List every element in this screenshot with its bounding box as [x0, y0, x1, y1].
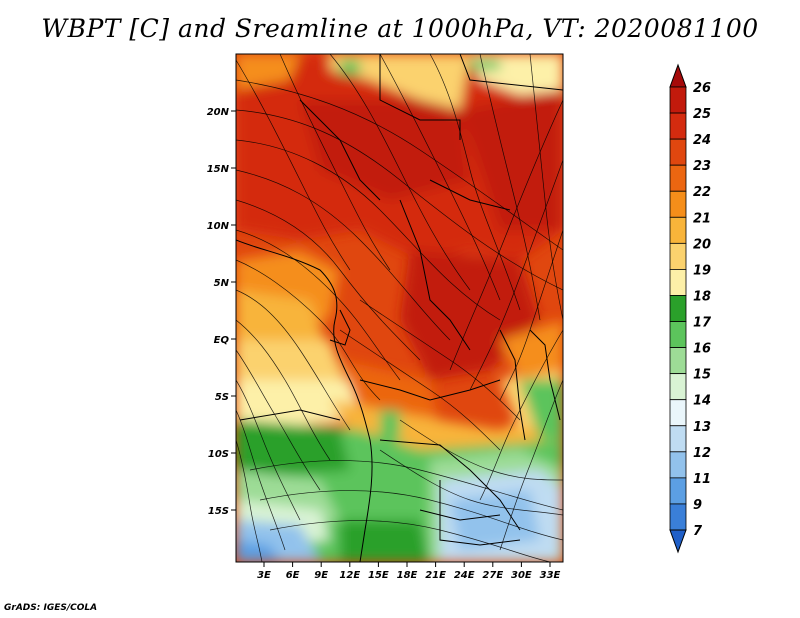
lat-label: 10N: [207, 221, 230, 232]
colorbar-segment: [669, 347, 687, 375]
colorbar-segment: [669, 451, 687, 479]
map-frame: [235, 53, 564, 563]
colorbar-segment: [669, 503, 687, 531]
country-borders: [236, 54, 563, 562]
colorbar-level-label: 12: [693, 446, 711, 461]
latitude-axis: 20N 15N 10N 5N EQ 5S 10S 15S: [207, 107, 236, 517]
colorbar-segment: [669, 138, 687, 166]
colorbar-segment: [669, 373, 687, 401]
lon-label: 6E: [286, 570, 300, 581]
colorbar-level-label: 7: [693, 524, 703, 539]
colorbar-segment: [669, 269, 687, 296]
lon-label: 9E: [314, 570, 328, 581]
colorbar-level-label: 22: [693, 185, 711, 200]
longitude-axis: 3E 6E 9E 12E 15E 18E 21E 24E 27E 30E 33E: [257, 562, 561, 581]
lon-label: 33E: [540, 570, 561, 581]
colorbar-level-label: 9: [693, 498, 702, 513]
streamlines: [236, 54, 563, 562]
colorbar-segment: [669, 216, 687, 244]
colorbar-level-label: 20: [693, 237, 711, 252]
lat-label: 5N: [214, 278, 230, 289]
colorbar-level-label: 15: [693, 368, 711, 383]
colorbar: 26 25 24 23 22 21 20 19 18 17 16 15 14 13 12 11 9 7: [669, 63, 712, 554]
colorbar-level-label: 16: [693, 342, 711, 357]
lat-label: 20N: [207, 107, 230, 118]
lon-label: 3E: [257, 570, 271, 581]
lon-label: 30E: [511, 570, 532, 581]
colorbar-segment: [669, 295, 687, 322]
colorbar-level-label: 17: [693, 316, 712, 331]
colorbar-level-label: 25: [693, 107, 711, 122]
lon-label: 24E: [454, 570, 475, 581]
colorbar-segment: [669, 242, 687, 270]
colorbar-level-label: 19: [693, 263, 711, 278]
lat-label: 15N: [207, 164, 230, 175]
lon-label: 21E: [425, 570, 446, 581]
lon-label: 18E: [397, 570, 418, 581]
colorbar-segment: [669, 112, 687, 140]
colorbar-level-label: 13: [693, 420, 711, 435]
lon-label: 15E: [368, 570, 389, 581]
colorbar-bottom-arrow: [669, 529, 687, 554]
grads-credit: GrADS: IGES/COLA: [4, 603, 98, 613]
map-title: WBPT [C] and Sreamline at 1000hPa, VT: 2…: [41, 14, 759, 43]
lat-label: 10S: [208, 449, 229, 460]
colorbar-segment: [669, 86, 687, 114]
lat-label: 15S: [208, 506, 229, 517]
lon-label: 27E: [482, 570, 503, 581]
colorbar-top-arrow: [669, 63, 687, 88]
colorbar-level-label: 21: [693, 211, 711, 226]
colorbar-level-label: 18: [693, 289, 711, 304]
lon-label: 12E: [339, 570, 360, 581]
lat-label: EQ: [214, 335, 230, 346]
colorbar-segment: [669, 190, 687, 218]
wbpt-field: [236, 54, 563, 562]
colorbar-segment: [669, 477, 687, 505]
colorbar-segment: [669, 425, 687, 453]
colorbar-level-label: 26: [693, 81, 711, 96]
colorbar-segment: [669, 399, 687, 427]
lat-label: 5S: [215, 392, 229, 403]
colorbar-level-label: 14: [693, 394, 711, 409]
colorbar-segment: [669, 164, 687, 192]
colorbar-level-label: 23: [693, 159, 711, 174]
colorbar-level-label: 24: [693, 133, 711, 148]
colorbar-segment: [669, 321, 687, 348]
colorbar-level-label: 11: [693, 472, 711, 487]
